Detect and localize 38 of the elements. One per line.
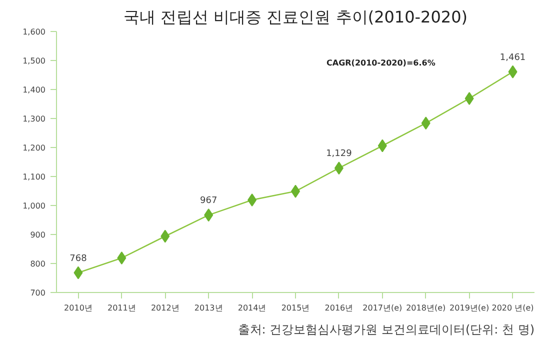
chart-title: 국내 전립선 비대증 진료인원 추이(2010-2020)	[123, 8, 468, 26]
point	[508, 65, 518, 78]
annotation: CAGR(2010-2020)=6.6%	[326, 58, 436, 68]
point	[248, 193, 257, 206]
x-tick-label: 2011년	[108, 304, 136, 312]
x-tick-label: 2019년(e)	[450, 304, 490, 312]
y-tick-label: 1,100	[22, 172, 46, 182]
data-label: 1,129	[326, 149, 352, 160]
x-tick-label: 2013년	[194, 304, 223, 312]
y-tick-label: 1,400	[22, 86, 46, 94]
data-label: 967	[200, 196, 218, 206]
data-label: 1,461	[500, 52, 526, 63]
point	[378, 139, 387, 152]
x-tick-label: 2014년	[238, 304, 266, 312]
y-tick-label: 1,500	[22, 56, 46, 66]
x-tick-label: 2016년	[324, 304, 354, 312]
y-tick-label: 700	[30, 288, 46, 298]
point	[421, 116, 430, 130]
y-tick-label: 800	[30, 260, 46, 268]
point	[204, 208, 214, 222]
y-tick-label: 1,000	[22, 202, 46, 210]
point	[160, 230, 170, 243]
point	[117, 251, 126, 264]
x-tick-label: 2020 년(e)	[492, 304, 534, 312]
y-tick-label: 900	[30, 230, 46, 240]
data-label: 768	[70, 254, 88, 264]
x-tick-label: 2010년	[64, 304, 92, 312]
source-note: 출처: 건강보험심사평가원 보건의료데이터(단위: 천 명)	[238, 322, 535, 336]
point	[464, 92, 474, 105]
point	[74, 266, 83, 280]
x-tick-label: 2017년(e)	[362, 304, 402, 312]
y-tick-label: 1,600	[22, 28, 46, 36]
x-tick-label: 2012년	[150, 304, 180, 312]
x-tick-label: 2018년(e)	[406, 304, 446, 312]
y-tick-label: 1,300	[22, 114, 46, 124]
point	[334, 162, 344, 175]
x-tick-label: 2015년	[281, 304, 310, 312]
y-tick-label: 1,200	[22, 144, 46, 152]
